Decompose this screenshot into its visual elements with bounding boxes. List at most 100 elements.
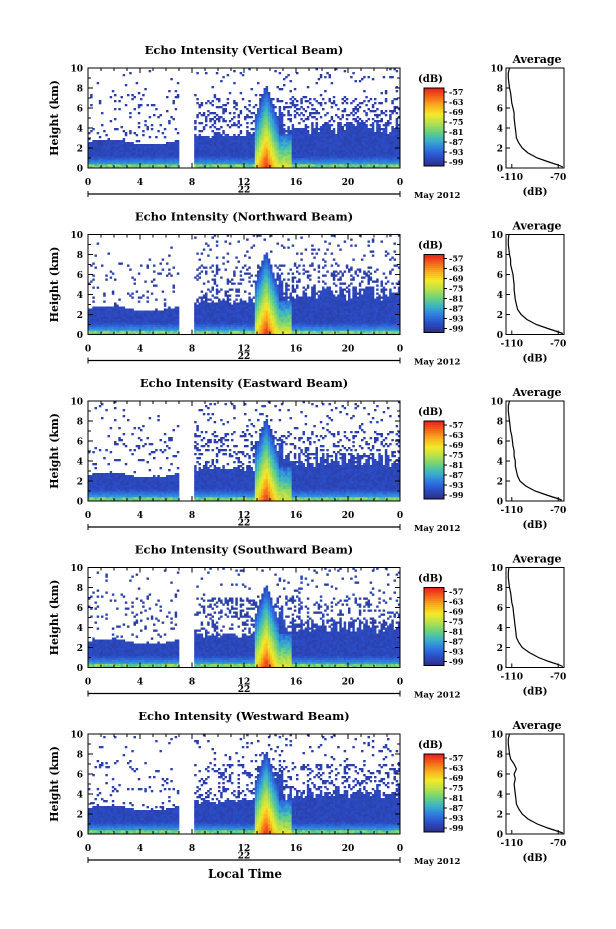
heatmap-cell: [202, 294, 206, 297]
heatmap-cell: [358, 80, 362, 83]
heatmap-cell: [124, 318, 128, 321]
heatmap-cell: [261, 134, 264, 137]
heatmap-cell: [257, 148, 260, 151]
heatmap-cell: [393, 108, 396, 111]
heatmap-cell: [135, 150, 139, 153]
heatmap-cell: [278, 164, 282, 167]
heatmap-cell: [365, 140, 368, 143]
heatmap-cell: [103, 152, 106, 155]
heatmap-cell: [228, 328, 232, 331]
heatmap-cell: [131, 328, 134, 331]
heatmap-cell: [96, 316, 100, 319]
heatmap-cell: [274, 154, 277, 157]
heatmap-cell: [328, 160, 331, 163]
heatmap-cell: [222, 164, 225, 167]
heatmap-cell: [313, 160, 316, 163]
heatmap-cell: [270, 130, 273, 133]
heatmap-cell: [363, 122, 366, 125]
heatmap-cell: [263, 316, 266, 319]
heatmap-cell: [250, 322, 253, 325]
heatmap-cell: [207, 136, 210, 139]
heatmap-cell: [380, 154, 383, 157]
heatmap-cell: [263, 94, 266, 97]
heatmap-cell: [345, 124, 349, 127]
colorbar-tick-label: -93: [449, 147, 464, 157]
heatmap-cell: [380, 110, 383, 113]
heatmap-cell: [257, 108, 260, 111]
heatmap-cell: [248, 316, 251, 319]
heatmap-cell: [337, 152, 340, 155]
heatmap-cell: [263, 278, 266, 281]
heatmap-cell: [252, 154, 256, 157]
heatmap-cell: [244, 156, 247, 159]
heatmap-cell: [317, 156, 321, 159]
heatmap-cell: [168, 154, 171, 157]
heatmap-cell: [339, 156, 342, 159]
heatmap-cell: [200, 306, 204, 309]
heatmap-cell: [94, 146, 97, 149]
heatmap-cell: [263, 254, 266, 257]
heatmap-cell: [345, 128, 349, 131]
heatmap-cell: [348, 150, 351, 153]
heatmap-cell: [218, 330, 221, 333]
heatmap-cell: [172, 154, 175, 157]
heatmap-cell: [124, 320, 128, 323]
heatmap-cell: [196, 312, 199, 315]
heatmap-cell: [246, 164, 249, 167]
heatmap-cell: [348, 140, 351, 143]
colorbar-swatch: [424, 150, 444, 153]
heatmap-cell: [118, 160, 121, 163]
heatmap-cell: [213, 120, 217, 123]
heatmap-cell: [239, 146, 243, 149]
heatmap-cell: [371, 166, 375, 169]
heatmap-cell: [200, 304, 204, 307]
heatmap-cell: [252, 314, 256, 317]
heatmap-cell: [313, 112, 316, 115]
heatmap-cell: [218, 118, 221, 121]
heatmap-cell: [348, 124, 351, 127]
heatmap-cell: [215, 118, 219, 121]
heatmap-cell: [231, 150, 234, 153]
heatmap-cell: [209, 152, 212, 155]
heatmap-cell: [131, 148, 134, 151]
heatmap-cell: [202, 312, 206, 315]
heatmap-cell: [92, 156, 95, 159]
heatmap-cell: [94, 142, 97, 145]
heatmap-cell: [283, 144, 286, 147]
heatmap-cell: [114, 100, 117, 103]
heatmap-cell: [345, 98, 349, 101]
heatmap-cell: [263, 300, 266, 303]
heatmap-cell: [166, 158, 169, 161]
heatmap-cell: [367, 158, 370, 161]
heatmap-cell: [150, 124, 154, 127]
heatmap-cell: [150, 160, 154, 163]
heatmap-cell: [233, 300, 236, 303]
heatmap-cell: [116, 326, 119, 329]
heatmap-cell: [319, 126, 323, 129]
heatmap-cell: [285, 166, 288, 169]
heatmap-cell: [257, 270, 260, 273]
heatmap-cell: [209, 306, 212, 309]
heatmap-cell: [257, 266, 260, 269]
heatmap-cell: [254, 132, 258, 135]
heatmap-cell: [278, 314, 282, 317]
heatmap-cell: [122, 324, 126, 327]
heatmap-cell: [161, 162, 165, 165]
heatmap-cell: [105, 274, 108, 277]
heatmap-cell: [393, 166, 396, 169]
heatmap-cell: [276, 128, 279, 131]
heatmap-cell: [352, 146, 355, 149]
heatmap-cell: [228, 288, 232, 291]
heatmap-cell: [155, 144, 158, 147]
heatmap-cell: [252, 160, 256, 163]
heatmap-cell: [350, 152, 353, 155]
heatmap-cell: [111, 156, 115, 159]
heatmap-cell: [228, 136, 232, 139]
heatmap-cell: [120, 320, 123, 323]
heatmap-cell: [387, 158, 390, 161]
heatmap-cell: [114, 158, 117, 161]
heatmap-cell: [361, 156, 364, 159]
heatmap-cell: [118, 326, 121, 329]
heatmap-cell: [226, 296, 230, 299]
heatmap-cell: [194, 162, 197, 165]
